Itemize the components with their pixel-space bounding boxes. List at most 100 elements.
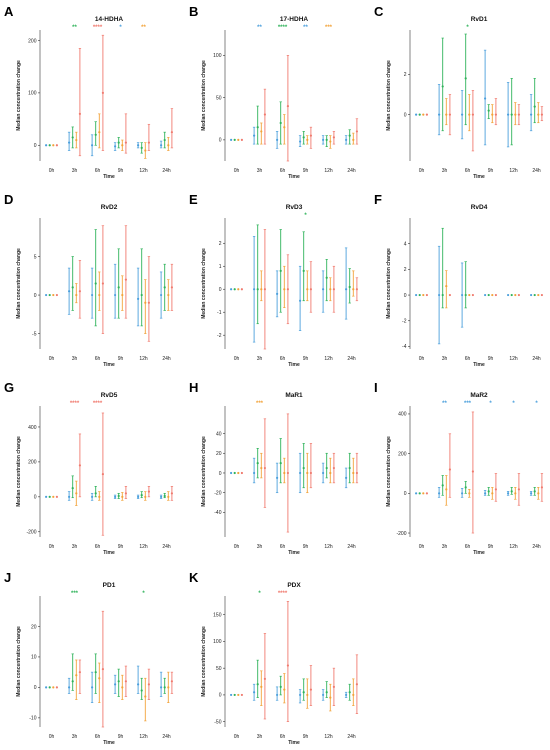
median-point: [71, 680, 74, 683]
x-tick-label: 24h: [162, 734, 171, 740]
median-point: [167, 293, 170, 297]
median-point: [144, 149, 147, 152]
x-tick-label: 6h: [465, 544, 471, 550]
median-point: [325, 691, 328, 694]
significance-mark: ****: [93, 25, 103, 31]
median-point: [121, 293, 124, 297]
median-point: [147, 490, 150, 493]
median-point: [52, 293, 55, 297]
median-point: [279, 462, 282, 465]
median-point: [263, 677, 266, 680]
median-point: [533, 105, 536, 108]
significance-mark: ***: [256, 401, 264, 407]
median-point: [124, 492, 127, 495]
y-tick-label: 0: [404, 112, 407, 118]
y-tick-label: -50: [214, 719, 221, 725]
x-tick-label: 9h: [303, 168, 309, 174]
x-tick-label: 6h: [465, 356, 471, 362]
median-point: [94, 671, 97, 674]
median-point: [533, 490, 536, 493]
panel-title: MaR2: [470, 392, 488, 399]
panel-F: F RvD4 -4 -2 0 2 4 Median concentration change 0…: [374, 192, 544, 368]
median-point: [348, 691, 351, 694]
median-point: [448, 113, 451, 116]
significance-mark: *: [119, 25, 122, 31]
median-point: [121, 495, 124, 498]
significance-mark: **: [442, 401, 447, 407]
median-point: [322, 138, 325, 141]
y-tick-label: 100: [213, 639, 222, 645]
x-tick-label: 24h: [347, 734, 356, 740]
median-point: [507, 492, 510, 495]
y-tick-label: 200: [28, 38, 37, 44]
x-tick-label: 12h: [139, 168, 148, 174]
panel-title: PD1: [103, 582, 116, 589]
median-point: [352, 288, 355, 291]
panel-title: PDX: [287, 582, 301, 589]
median-point: [276, 292, 279, 295]
x-tick-label: 9h: [118, 168, 124, 174]
x-axis-label: Time: [103, 362, 115, 368]
median-point: [240, 693, 243, 697]
y-tick-label: -40: [214, 510, 221, 516]
x-tick-label: 24h: [532, 356, 541, 362]
median-point: [279, 269, 282, 272]
median-point: [422, 293, 425, 297]
median-point: [415, 293, 418, 297]
y-tick-label: -2: [217, 333, 222, 339]
x-tick-label: 24h: [347, 356, 356, 362]
x-tick-label: 12h: [509, 168, 518, 174]
median-point: [240, 288, 243, 291]
median-point: [299, 299, 302, 302]
median-point: [98, 495, 101, 498]
median-point: [117, 494, 120, 498]
x-tick-label: 9h: [303, 734, 309, 740]
median-point: [91, 144, 94, 147]
significance-mark: ****: [278, 591, 288, 597]
x-tick-label: 0h: [234, 356, 240, 362]
median-point: [237, 693, 240, 697]
median-point: [418, 293, 421, 297]
median-point: [160, 144, 163, 147]
median-point: [163, 138, 166, 142]
median-point: [468, 113, 471, 116]
median-point: [45, 293, 48, 297]
median-point: [75, 492, 78, 495]
median-point: [263, 288, 266, 291]
median-point: [276, 476, 279, 480]
median-point: [302, 136, 305, 139]
median-point: [325, 276, 328, 279]
x-tick-label: 9h: [303, 356, 309, 362]
panel-letter: I: [374, 380, 378, 395]
panel-title: RvD3: [286, 204, 303, 211]
y-axis-label: Median concentration change: [201, 248, 207, 319]
median-point: [75, 674, 78, 677]
median-point: [345, 693, 348, 697]
median-point: [332, 466, 335, 470]
median-point: [78, 290, 81, 293]
median-point: [286, 664, 289, 667]
median-point: [233, 693, 236, 697]
median-point: [517, 293, 521, 297]
panel-J: J PD1 -10 0 10 20 Median concentration change 0…: [4, 570, 174, 746]
panel-title: RvD1: [471, 16, 488, 23]
median-point: [461, 492, 464, 495]
median-point: [144, 301, 147, 304]
y-tick-label: -20: [214, 490, 221, 496]
median-point: [114, 683, 117, 686]
y-tick-label: 50: [216, 666, 222, 672]
median-point: [71, 286, 74, 289]
median-point: [230, 288, 233, 291]
median-point: [537, 492, 540, 495]
x-tick-label: 12h: [509, 356, 518, 362]
x-tick-label: 24h: [162, 168, 171, 174]
x-tick-label: 6h: [280, 544, 286, 550]
median-point: [237, 471, 240, 475]
median-point: [137, 297, 140, 301]
y-axis-label: Median concentration change: [201, 436, 207, 507]
x-tick-label: 0h: [234, 168, 240, 174]
median-point: [510, 113, 513, 116]
median-point: [537, 293, 540, 297]
median-point: [415, 492, 418, 495]
median-point: [260, 130, 263, 133]
